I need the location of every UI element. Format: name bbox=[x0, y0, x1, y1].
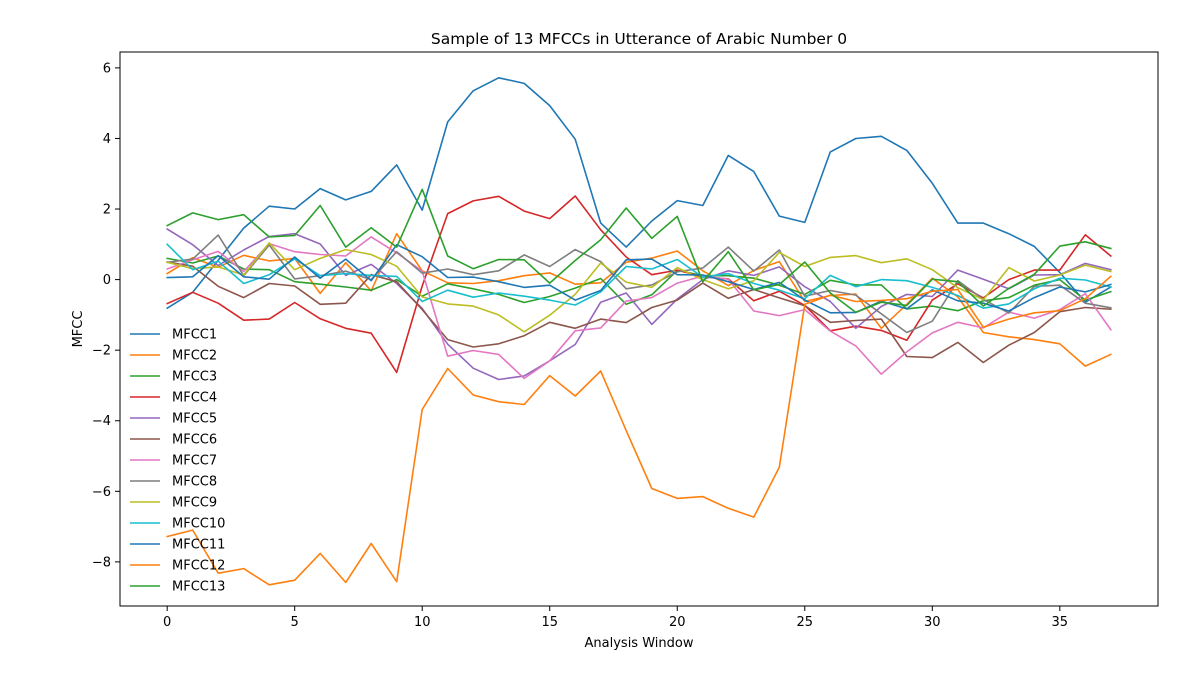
x-tick-label: 5 bbox=[291, 615, 299, 630]
x-tick-label: 35 bbox=[1052, 615, 1069, 630]
y-tick-label: 0 bbox=[103, 273, 111, 288]
series-line-mfcc13 bbox=[166, 188, 1112, 314]
x-tick-label: 20 bbox=[669, 615, 686, 630]
y-tick-label: 6 bbox=[103, 61, 111, 76]
x-tick-label: 25 bbox=[797, 615, 814, 630]
y-tick-label: 2 bbox=[103, 203, 111, 218]
legend-label: MFCC7 bbox=[172, 454, 217, 469]
legend-label: MFCC3 bbox=[172, 370, 217, 385]
y-tick-label: −4 bbox=[92, 414, 111, 429]
legend-label: MFCC8 bbox=[172, 475, 217, 490]
series-line-mfcc12 bbox=[166, 275, 1112, 586]
legend-label: MFCC13 bbox=[172, 580, 225, 595]
x-tick-label: 30 bbox=[924, 615, 941, 630]
x-tick-label: 15 bbox=[541, 615, 558, 630]
legend-label: MFCC11 bbox=[172, 538, 225, 553]
y-axis-label: MFCC bbox=[71, 311, 86, 348]
series-line-mfcc9 bbox=[166, 242, 1112, 333]
series-line-mfcc7 bbox=[166, 236, 1112, 380]
y-tick-label: 4 bbox=[103, 132, 111, 147]
series-line-mfcc1 bbox=[166, 77, 1112, 310]
legend-label: MFCC12 bbox=[172, 559, 225, 574]
series-line-mfcc11 bbox=[166, 243, 1112, 314]
series-line-mfcc5 bbox=[166, 228, 1112, 381]
y-tick-label: −6 bbox=[92, 485, 111, 500]
legend-label: MFCC2 bbox=[172, 349, 217, 364]
legend-label: MFCC5 bbox=[172, 412, 217, 427]
x-axis: 0 5 10 15 20 25 30 35 bbox=[163, 606, 1068, 630]
legend-label: MFCC6 bbox=[172, 433, 217, 448]
series-line-mfcc6 bbox=[166, 261, 1112, 364]
legend-label: MFCC10 bbox=[172, 517, 225, 532]
axes-frame bbox=[119, 51, 1159, 607]
plot-area bbox=[166, 77, 1112, 586]
legend-label: MFCC4 bbox=[172, 391, 217, 406]
x-tick-label: 10 bbox=[414, 615, 431, 630]
x-axis-label: Analysis Window bbox=[585, 636, 694, 651]
y-axis: −8 −6 −4 −2 0 2 4 6 bbox=[92, 61, 120, 570]
legend-label: MFCC9 bbox=[172, 496, 217, 511]
legend: MFCC1 MFCC2 MFCC3 MFCC4 MFCC5 MFCC6 MFCC7 MFCC8… bbox=[130, 328, 225, 595]
x-tick-label: 0 bbox=[163, 615, 171, 630]
legend-label: MFCC1 bbox=[172, 328, 217, 343]
y-tick-label: −8 bbox=[92, 555, 111, 570]
y-tick-label: −2 bbox=[92, 344, 111, 359]
chart-title: Sample of 13 MFCCs in Utterance of Arabi… bbox=[431, 30, 847, 48]
